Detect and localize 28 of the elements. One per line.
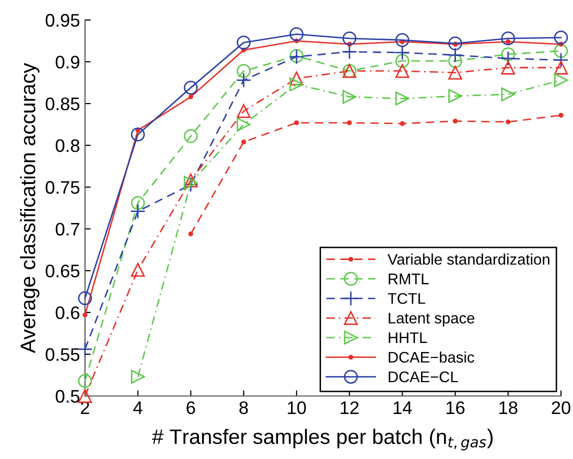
legend-label: DCAE−CL xyxy=(388,371,458,382)
y-tick-label: 0.8 xyxy=(56,139,80,152)
y-tick-label: 0.5 xyxy=(56,390,80,403)
x-tick-label: 20 xyxy=(552,401,570,414)
y-tick-label: 0.65 xyxy=(46,264,80,278)
y-axis-title: Average classification accuracy xyxy=(20,62,40,354)
y-tick-label: 0.85 xyxy=(46,97,80,110)
y-tick-label: 0.9 xyxy=(56,56,80,68)
x-tick-label: 10 xyxy=(288,401,306,414)
y-tick-label: 0.7 xyxy=(56,222,80,236)
legend-label: Variable standardization xyxy=(388,254,550,265)
x-tick-label: 16 xyxy=(446,401,464,414)
y-tick-label: 0.95 xyxy=(46,14,80,27)
legend-label: RMTL xyxy=(388,274,429,284)
x-tick-label: 4 xyxy=(133,402,142,414)
x-tick-label: 18 xyxy=(499,401,518,414)
legend-label: TCTL xyxy=(388,293,426,304)
legend-label: HHTL xyxy=(388,332,427,343)
x-tick-label: 8 xyxy=(239,401,248,414)
legend-label: Latent space xyxy=(388,312,474,327)
legend-label: DCAE−basic xyxy=(388,351,474,363)
x-tick-label: 6 xyxy=(186,401,196,414)
y-tick-label: 0.75 xyxy=(46,181,80,194)
x-axis-title: # Transfer samples per batch (n$_{t,gas}$) xyxy=(152,428,493,450)
x-tick-label: 14 xyxy=(394,402,412,414)
y-tick-label: 0.55 xyxy=(46,348,80,361)
y-tick-label: 0.6 xyxy=(56,306,80,320)
x-tick-label: 12 xyxy=(340,401,359,414)
